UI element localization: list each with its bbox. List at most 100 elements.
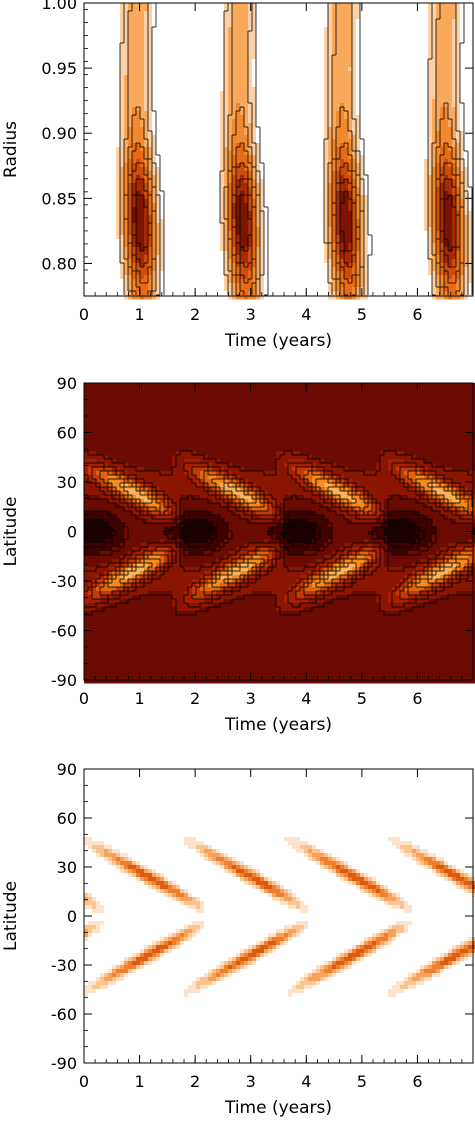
contour-cell (184, 115, 189, 120)
contour-cell (176, 55, 181, 60)
contour-cell (256, 195, 261, 200)
contour-cell (312, 23, 317, 28)
contour-cell (336, 67, 341, 72)
contour-cell (348, 255, 353, 260)
contour-cell (172, 167, 177, 172)
contour-cell (92, 47, 97, 52)
contour-cell (212, 219, 217, 224)
contour-cell (288, 43, 293, 48)
contour-cell (224, 251, 229, 256)
contour-cell (104, 295, 109, 300)
contour-cell (292, 155, 297, 160)
contour-cell (120, 159, 125, 164)
contour-cell (200, 23, 205, 28)
contour-cell (204, 139, 209, 144)
contour-cell (284, 55, 289, 60)
contour-cell (156, 119, 161, 124)
contour-cell (188, 279, 193, 284)
contour-cell (348, 279, 353, 284)
contour-cell (344, 223, 349, 228)
contour-cell (92, 39, 97, 44)
contour-cell (232, 51, 237, 56)
contour-cell (300, 247, 305, 252)
contour-cell (180, 287, 185, 292)
contour-cell (176, 43, 181, 48)
contour-cell (88, 115, 93, 120)
contour-cell (156, 263, 161, 268)
contour-cell (164, 107, 169, 112)
contour-cell (296, 47, 301, 52)
contour-cell (184, 263, 189, 268)
contour-cell (224, 279, 229, 284)
contour-cell (328, 147, 333, 152)
contour-cell (220, 191, 225, 196)
contour-cell (160, 199, 165, 204)
contour-cell (212, 79, 217, 84)
contour-cell (156, 43, 161, 48)
contour-cell (240, 159, 245, 164)
contour-cell (160, 287, 165, 292)
contour-cell (84, 259, 89, 264)
contour-cell (152, 219, 157, 224)
contour-cell (168, 199, 173, 204)
contour-cell (324, 83, 329, 88)
contour-cell (236, 275, 241, 280)
contour-cell (204, 271, 209, 276)
contour-cell (228, 151, 233, 156)
contour-cell (272, 283, 277, 288)
contour-cell (332, 55, 337, 60)
contour-cell (116, 51, 121, 56)
contour-cell (256, 279, 261, 284)
contour-cell (236, 3, 241, 8)
contour-cell (268, 231, 273, 236)
contour-cell (268, 31, 273, 36)
contour-cell (92, 159, 97, 164)
contour-cell (316, 103, 321, 108)
contour-cell (144, 151, 149, 156)
contour-cell (332, 183, 337, 188)
contour-cell (212, 3, 217, 8)
contour-cell (244, 247, 249, 252)
contour-cell (184, 143, 189, 148)
contour-cell (152, 51, 157, 56)
contour-cell (132, 75, 137, 80)
contour-cell (104, 207, 109, 212)
contour-cell (316, 207, 321, 212)
contour-cell (268, 187, 273, 192)
contour-cell (240, 231, 245, 236)
contour-cell (176, 59, 181, 64)
contour-cell (116, 195, 121, 200)
contour-cell (160, 279, 165, 284)
contour-cell (272, 267, 277, 272)
contour-cell (228, 95, 233, 100)
contour-cell (184, 215, 189, 220)
contour-cell (176, 259, 181, 264)
contour-cell (144, 215, 149, 220)
contour-cell (192, 203, 197, 208)
contour-cell (316, 275, 321, 280)
contour-cell (348, 227, 353, 232)
contour-cell (216, 79, 221, 84)
contour-cell (132, 71, 137, 76)
contour-cell (140, 139, 145, 144)
contour-cell (92, 271, 97, 276)
contour-cell (144, 95, 149, 100)
contour-cell (128, 263, 133, 268)
contour-cell (176, 291, 181, 296)
contour-cell (120, 279, 125, 284)
contour-cell (236, 119, 241, 124)
contour-cell (84, 235, 89, 240)
contour-cell (196, 239, 201, 244)
contour-cell (248, 115, 253, 120)
contour-cell (220, 223, 225, 228)
contour-cell (260, 279, 265, 284)
contour-cell (180, 147, 185, 152)
contour-cell (288, 107, 293, 112)
contour-cell (292, 239, 297, 244)
contour-cell (192, 283, 197, 288)
contour-cell (168, 151, 173, 156)
contour-cell (260, 239, 265, 244)
contour-cell (348, 55, 353, 60)
contour-cell (152, 171, 157, 176)
contour-cell (112, 243, 117, 248)
